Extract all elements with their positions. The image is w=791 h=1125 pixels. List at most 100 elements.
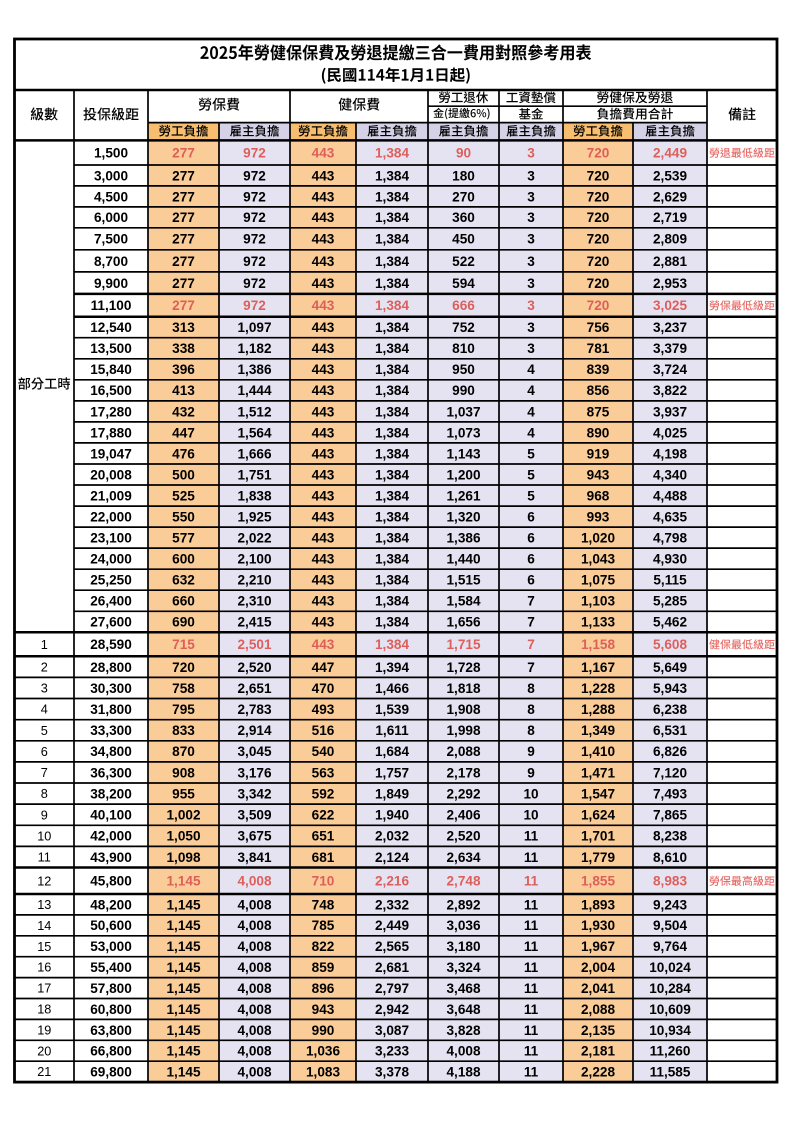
svg-text:859: 859 [312, 960, 335, 975]
svg-text:2,914: 2,914 [237, 723, 271, 738]
svg-text:2,783: 2,783 [237, 702, 271, 717]
svg-text:443: 443 [312, 276, 335, 291]
svg-text:4,008: 4,008 [237, 981, 271, 996]
svg-text:22,000: 22,000 [90, 510, 132, 525]
svg-text:2,124: 2,124 [375, 850, 409, 865]
svg-text:950: 950 [452, 362, 475, 377]
svg-text:24,000: 24,000 [90, 552, 132, 567]
svg-text:3,841: 3,841 [237, 850, 271, 865]
svg-text:577: 577 [172, 531, 195, 546]
svg-text:748: 748 [312, 897, 335, 912]
svg-text:33,300: 33,300 [90, 723, 132, 738]
svg-text:660: 660 [172, 594, 195, 609]
svg-text:1,083: 1,083 [306, 1065, 340, 1080]
svg-text:1,384: 1,384 [375, 210, 409, 225]
svg-text:1,043: 1,043 [581, 552, 615, 567]
svg-text:11: 11 [524, 897, 539, 912]
svg-text:180: 180 [452, 168, 475, 183]
svg-text:1,384: 1,384 [375, 276, 409, 291]
svg-text:651: 651 [312, 829, 335, 844]
svg-text:3,000: 3,000 [94, 168, 128, 183]
svg-text:3,648: 3,648 [446, 1002, 480, 1017]
svg-text:1,145: 1,145 [166, 1044, 200, 1059]
svg-text:2,032: 2,032 [375, 829, 409, 844]
svg-text:1,394: 1,394 [375, 660, 409, 675]
svg-text:69,800: 69,800 [90, 1065, 132, 1080]
svg-text:710: 710 [312, 874, 335, 889]
svg-text:1,500: 1,500 [94, 146, 128, 161]
svg-text:3: 3 [527, 168, 535, 183]
svg-text:11: 11 [524, 1044, 539, 1059]
svg-text:1,684: 1,684 [375, 744, 409, 759]
svg-text:3,675: 3,675 [237, 829, 271, 844]
svg-text:1,145: 1,145 [166, 939, 200, 954]
svg-text:443: 443 [312, 168, 335, 183]
svg-text:3,087: 3,087 [375, 1023, 409, 1038]
svg-text:972: 972 [243, 146, 266, 161]
svg-text:6: 6 [527, 573, 535, 588]
svg-text:18: 18 [37, 1003, 51, 1017]
svg-text:6,826: 6,826 [653, 744, 687, 759]
svg-text:8,983: 8,983 [653, 874, 687, 889]
svg-text:525: 525 [172, 488, 195, 503]
svg-text:7,120: 7,120 [653, 765, 687, 780]
svg-text:443: 443 [312, 254, 335, 269]
svg-text:756: 756 [587, 320, 610, 335]
svg-text:3: 3 [527, 146, 535, 161]
svg-text:2,449: 2,449 [653, 146, 687, 161]
svg-text:7,500: 7,500 [94, 232, 128, 247]
svg-text:4: 4 [527, 425, 535, 440]
svg-text:972: 972 [243, 232, 266, 247]
svg-text:4,008: 4,008 [446, 1044, 480, 1059]
svg-text:396: 396 [172, 362, 195, 377]
svg-text:1,098: 1,098 [166, 850, 200, 865]
svg-text:2,088: 2,088 [446, 744, 480, 759]
svg-text:1,384: 1,384 [375, 615, 409, 630]
svg-text:10,284: 10,284 [649, 981, 691, 996]
svg-text:3,828: 3,828 [446, 1023, 480, 1038]
svg-text:1,539: 1,539 [375, 702, 409, 717]
svg-text:6,000: 6,000 [94, 210, 128, 225]
svg-text:443: 443 [312, 467, 335, 482]
svg-text:1,779: 1,779 [581, 850, 615, 865]
svg-text:1,893: 1,893 [581, 897, 615, 912]
svg-text:17,880: 17,880 [90, 425, 132, 440]
svg-text:6: 6 [41, 745, 48, 759]
svg-text:14: 14 [37, 919, 51, 933]
svg-text:443: 443 [312, 383, 335, 398]
svg-text:7: 7 [527, 615, 535, 630]
svg-text:443: 443 [312, 488, 335, 503]
svg-text:3,180: 3,180 [446, 939, 480, 954]
svg-text:19: 19 [37, 1023, 51, 1037]
svg-text:2,719: 2,719 [653, 210, 687, 225]
svg-text:3: 3 [527, 276, 535, 291]
svg-text:21: 21 [37, 1065, 51, 1079]
svg-text:60,800: 60,800 [90, 1002, 132, 1017]
svg-text:622: 622 [312, 808, 335, 823]
svg-text:2,629: 2,629 [653, 189, 687, 204]
svg-text:1,440: 1,440 [446, 552, 480, 567]
svg-text:2: 2 [41, 661, 48, 675]
svg-text:5: 5 [527, 488, 535, 503]
svg-text:563: 563 [312, 765, 335, 780]
svg-text:43,900: 43,900 [90, 850, 132, 865]
svg-text:5,649: 5,649 [653, 660, 687, 675]
svg-text:443: 443 [312, 404, 335, 419]
svg-text:443: 443 [312, 425, 335, 440]
svg-text:4,188: 4,188 [446, 1065, 480, 1080]
svg-text:277: 277 [172, 146, 195, 161]
svg-text:443: 443 [312, 446, 335, 461]
svg-text:443: 443 [312, 531, 335, 546]
svg-text:833: 833 [172, 723, 195, 738]
svg-text:10: 10 [523, 787, 538, 802]
svg-text:11: 11 [524, 981, 539, 996]
svg-text:2,881: 2,881 [653, 254, 687, 269]
svg-text:19,047: 19,047 [90, 446, 132, 461]
svg-text:8: 8 [527, 681, 535, 696]
svg-text:5: 5 [527, 467, 535, 482]
svg-text:752: 752 [452, 320, 475, 335]
svg-text:3,937: 3,937 [653, 404, 687, 419]
svg-text:1,200: 1,200 [446, 467, 480, 482]
svg-text:720: 720 [587, 168, 610, 183]
svg-text:277: 277 [172, 254, 195, 269]
